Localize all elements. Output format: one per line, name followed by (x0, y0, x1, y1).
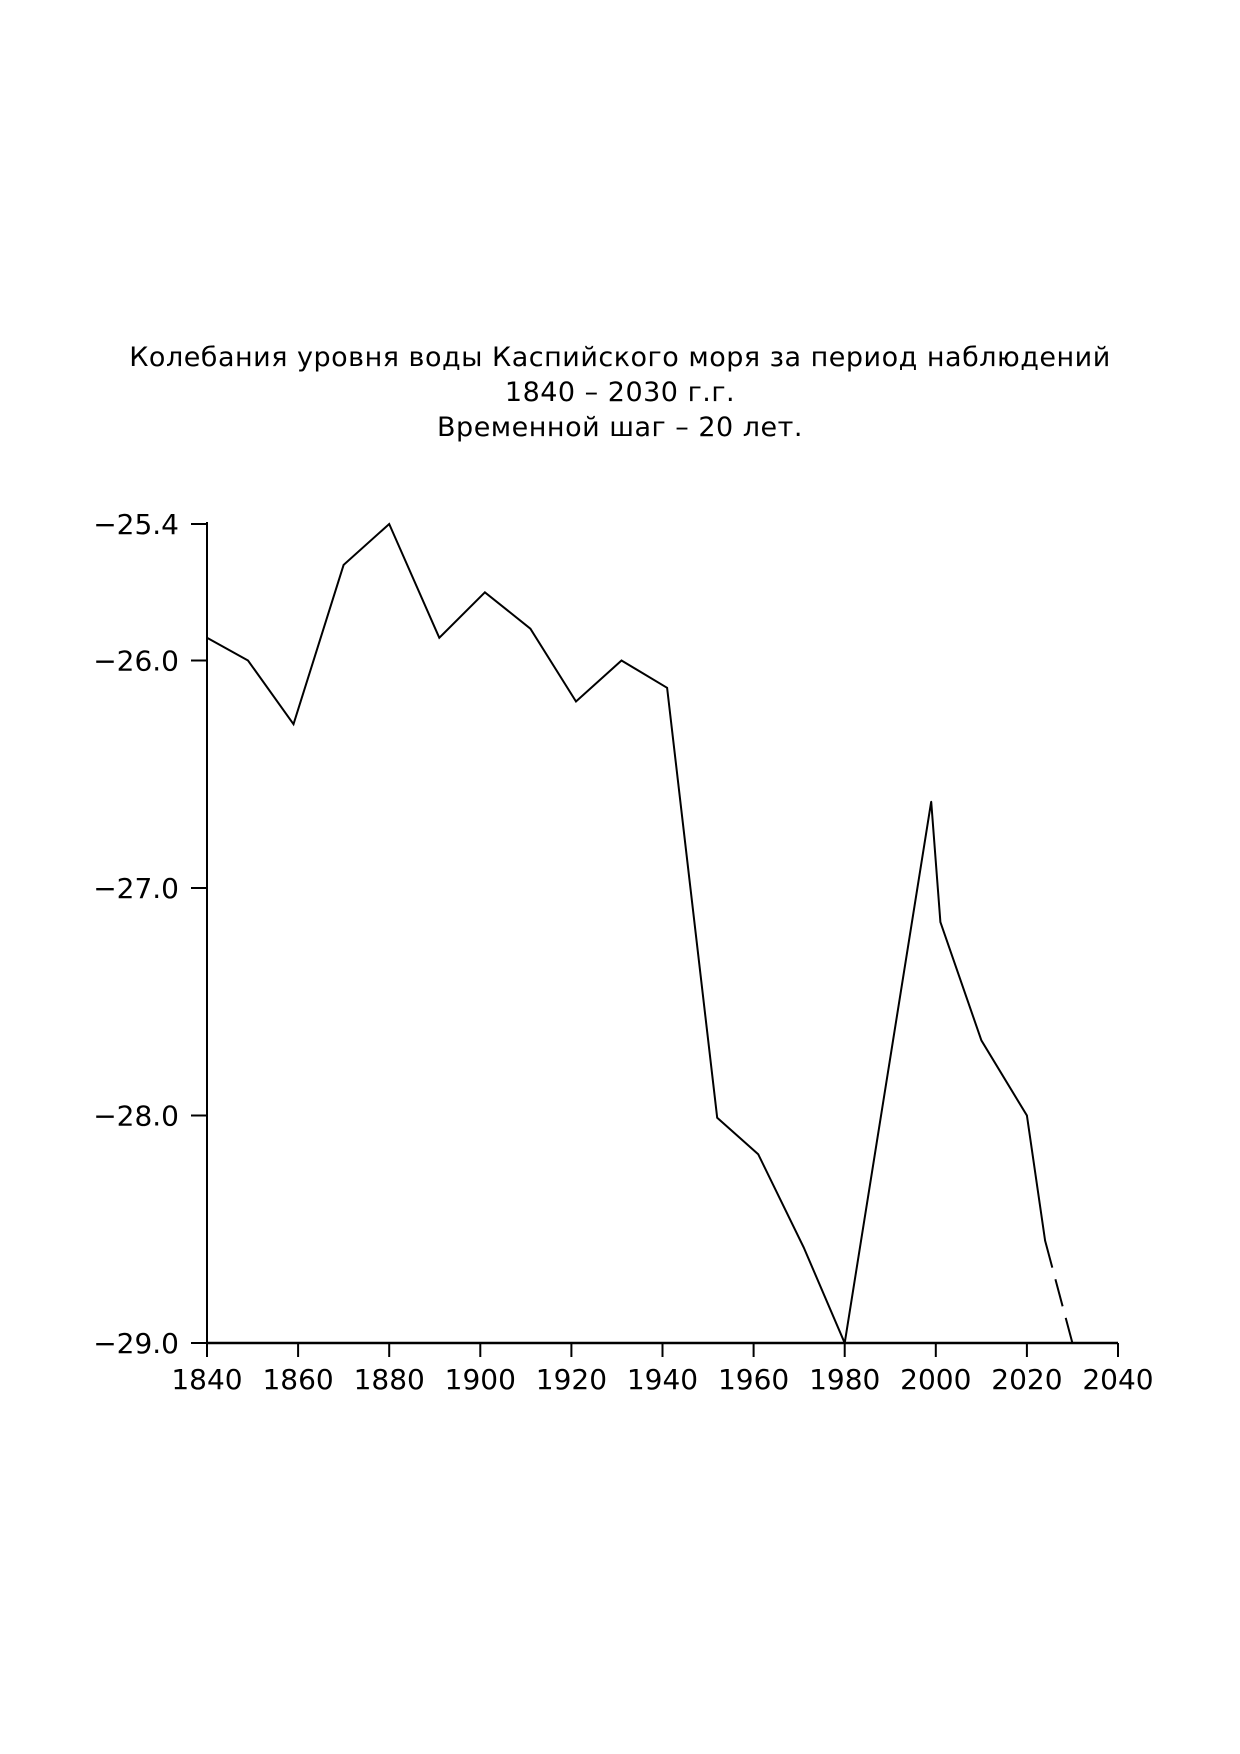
y-tick-label: −25.4 (93, 508, 179, 541)
data-point (342, 564, 345, 566)
x-tick-label: 2040 (1082, 1363, 1153, 1396)
data-point (247, 659, 249, 662)
x-tick-label: 1900 (445, 1363, 516, 1396)
data-point (980, 1039, 983, 1042)
data-point (1071, 1342, 1074, 1344)
data-point (1044, 1239, 1046, 1242)
data-point (620, 659, 623, 662)
chart-subtitle-step: Временной шаг – 20 лет. (437, 412, 803, 443)
chart-title-block: Колебания уровня воды Каспийского моря з… (0, 340, 1240, 445)
data-point (438, 636, 441, 639)
y-axis-ticks: −25.4 −26.0 −27.0 −28.0 −29.0 (93, 508, 207, 1360)
y-tick-label: −29.0 (93, 1327, 179, 1360)
data-point (1026, 1114, 1028, 1117)
data-point (939, 921, 942, 923)
x-tick-label: 1880 (354, 1363, 425, 1396)
x-tick-label: 1960 (718, 1363, 789, 1396)
data-point (843, 1342, 846, 1344)
x-tick-label: 1920 (536, 1363, 607, 1396)
data-point (930, 800, 933, 803)
x-tick-label: 2000 (900, 1363, 971, 1396)
y-tick-label: −28.0 (93, 1100, 179, 1133)
x-tick-label: 1940 (627, 1363, 698, 1396)
x-tick-label: 1980 (809, 1363, 880, 1396)
y-tick-label: −26.0 (93, 645, 179, 678)
x-axis-ticks: 1840 1860 1880 1900 1920 1940 1960 1980 2000 2020… (171, 1343, 1154, 1396)
data-point (716, 1116, 718, 1119)
data-point (529, 627, 532, 630)
data-point (292, 723, 295, 725)
x-tick-label: 2020 (991, 1363, 1062, 1396)
chart-subtitle: 1840 – 2030 г.г. (504, 377, 736, 408)
data-point (484, 591, 486, 594)
x-tick-label: 1840 (171, 1363, 242, 1396)
data-point (666, 687, 668, 689)
data-point (388, 523, 391, 525)
x-tick-label: 1860 (262, 1363, 333, 1396)
data-point (802, 1246, 805, 1249)
series-line-observed (206, 522, 1047, 1347)
data-point (757, 1153, 759, 1155)
chart-series (206, 522, 1074, 1347)
chart-axes (206, 522, 1118, 1345)
y-tick-label: −27.0 (93, 872, 179, 905)
series-line-forecast (1044, 1240, 1074, 1344)
chart-title: Колебания уровня воды Каспийского моря з… (129, 342, 1111, 373)
data-point (206, 636, 208, 639)
data-point (575, 700, 577, 703)
